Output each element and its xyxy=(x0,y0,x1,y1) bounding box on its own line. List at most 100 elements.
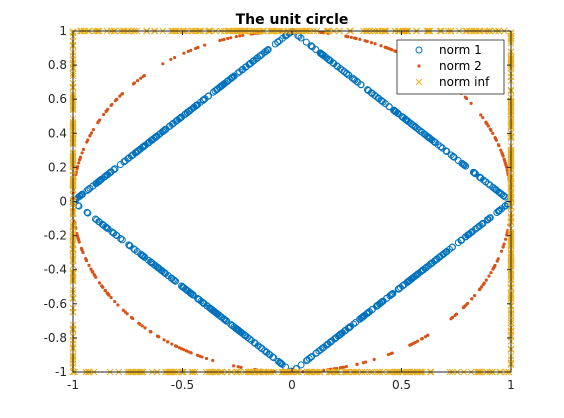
data-point xyxy=(198,355,201,358)
data-point xyxy=(501,152,504,155)
data-point xyxy=(166,340,169,343)
data-point xyxy=(491,268,494,271)
data-point xyxy=(118,95,121,98)
data-point xyxy=(362,361,365,364)
data-point xyxy=(143,326,146,329)
data-point xyxy=(93,274,96,277)
legend-marker xyxy=(417,64,420,67)
data-point xyxy=(106,291,109,294)
data-point xyxy=(110,296,113,299)
data-point xyxy=(119,237,125,243)
data-point xyxy=(141,324,144,327)
x-tick-label: 0.5 xyxy=(392,378,411,392)
data-point xyxy=(232,364,235,367)
data-point xyxy=(387,47,390,50)
y-tick-label: -1 xyxy=(55,365,67,379)
data-point xyxy=(226,37,229,40)
data-point xyxy=(85,259,88,262)
data-point xyxy=(82,148,85,151)
y-tick-label: -0.8 xyxy=(44,331,67,345)
data-point xyxy=(345,365,348,368)
y-tick-label: 0.2 xyxy=(48,160,67,174)
data-point xyxy=(355,363,358,366)
data-point xyxy=(489,129,492,132)
data-point xyxy=(98,118,101,121)
data-point xyxy=(379,44,382,47)
data-point xyxy=(470,102,473,105)
data-point xyxy=(229,36,232,39)
y-tick-label: 0.4 xyxy=(48,126,67,140)
data-point xyxy=(77,161,80,164)
data-point xyxy=(161,62,164,65)
data-point xyxy=(110,104,113,107)
data-point xyxy=(373,42,376,45)
data-point xyxy=(205,357,208,360)
data-point xyxy=(470,297,473,300)
data-point xyxy=(122,309,125,312)
data-point xyxy=(196,46,199,49)
y-tick-label: -0.2 xyxy=(44,229,67,243)
data-point xyxy=(420,337,423,340)
data-point xyxy=(482,283,485,286)
data-point xyxy=(408,344,411,347)
data-point xyxy=(363,39,366,42)
data-point xyxy=(479,113,482,116)
data-point xyxy=(373,358,376,361)
data-point xyxy=(189,351,192,354)
data-point xyxy=(504,162,507,165)
data-point xyxy=(133,81,136,84)
data-point xyxy=(497,257,500,260)
data-point xyxy=(89,134,92,137)
data-point xyxy=(491,132,494,135)
data-point xyxy=(78,240,81,243)
data-point xyxy=(143,74,146,77)
data-point xyxy=(478,288,481,291)
data-point xyxy=(131,317,134,320)
x-tick-label: -1 xyxy=(67,378,79,392)
data-point xyxy=(114,99,117,102)
data-point xyxy=(481,116,484,119)
data-point xyxy=(493,264,496,267)
data-point xyxy=(504,238,507,241)
data-point xyxy=(187,50,190,53)
data-point xyxy=(303,39,309,45)
data-point xyxy=(104,289,107,292)
chart-title: The unit circle xyxy=(236,12,349,28)
data-point xyxy=(182,52,185,55)
data-point xyxy=(462,306,465,309)
data-point xyxy=(390,48,393,51)
data-point xyxy=(451,316,454,319)
data-point xyxy=(169,58,172,61)
data-point xyxy=(346,35,349,38)
data-point xyxy=(387,353,390,356)
data-point xyxy=(455,312,458,315)
data-point xyxy=(218,39,221,42)
data-point xyxy=(126,312,129,315)
data-point xyxy=(80,151,83,154)
data-point xyxy=(501,245,504,248)
data-point xyxy=(113,300,116,303)
data-point xyxy=(182,348,185,351)
data-point xyxy=(235,35,238,38)
data-point xyxy=(149,330,152,333)
data-point xyxy=(92,128,95,131)
data-point xyxy=(106,108,109,111)
data-point xyxy=(241,34,244,37)
x-tick-label: 0 xyxy=(288,378,296,392)
data-point xyxy=(384,46,387,49)
data-point xyxy=(211,359,214,362)
x-tick-label: 1 xyxy=(507,378,515,392)
y-tick-label: 0.8 xyxy=(48,58,67,72)
data-point xyxy=(170,342,173,345)
legend-label: norm 1 xyxy=(439,43,482,57)
y-tick-label: 1 xyxy=(59,24,67,38)
data-point xyxy=(78,158,81,161)
data-point xyxy=(464,96,467,99)
data-point xyxy=(237,365,240,368)
data-point xyxy=(350,36,353,39)
data-point xyxy=(91,271,94,274)
data-point xyxy=(156,335,159,338)
data-point xyxy=(173,56,176,59)
data-point xyxy=(493,136,496,139)
